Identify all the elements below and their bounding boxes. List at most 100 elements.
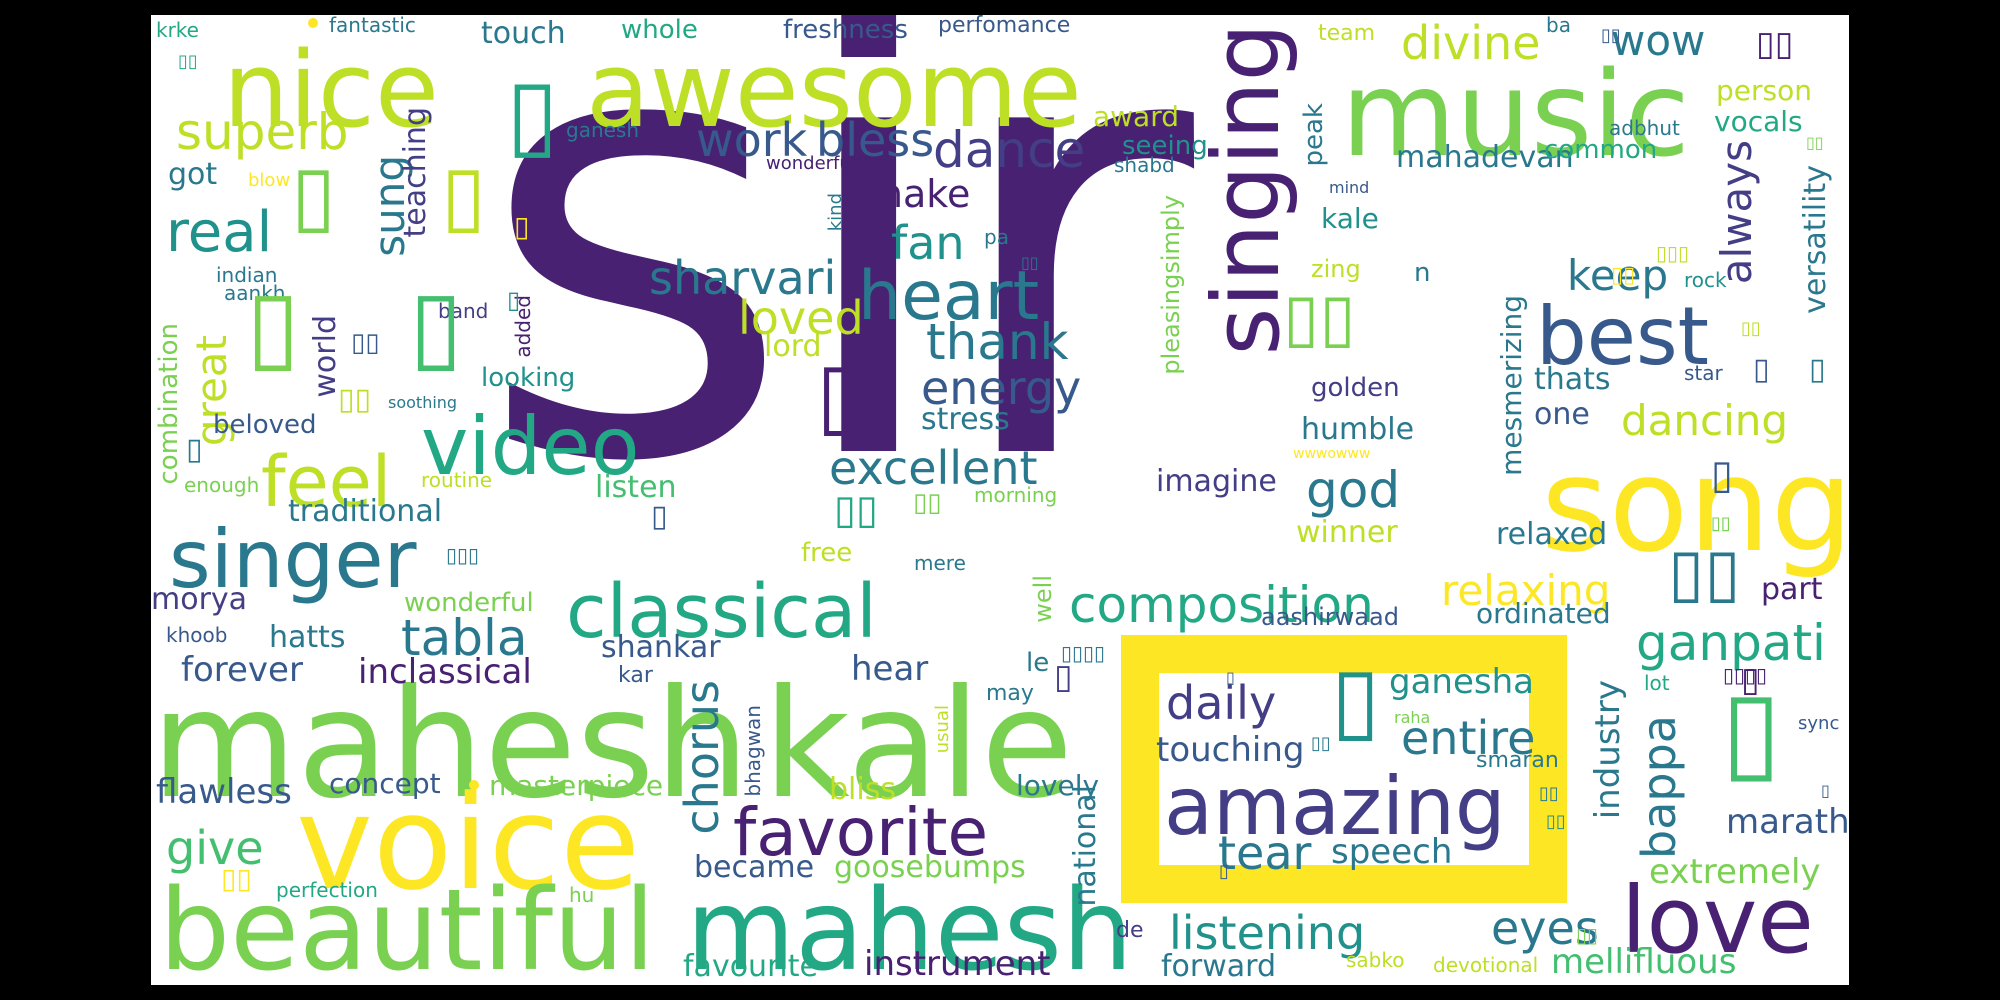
word-thats: thats — [1534, 362, 1611, 397]
word-world: world — [308, 315, 343, 398]
word-song: song — [1541, 429, 1849, 581]
word-relaxing: relaxing — [1441, 566, 1611, 615]
word-kale-small: kale — [1321, 202, 1379, 235]
word-mere: mere — [914, 551, 966, 575]
glyph-box: ▯ — [186, 432, 203, 467]
word-aashirwaad: aashirwaad — [1261, 603, 1399, 631]
glyph-box: ▯▯ — [1711, 513, 1731, 534]
word-shabd: shabd — [1114, 153, 1175, 177]
word-morning: morning — [974, 483, 1058, 507]
word-zing: zing — [1311, 255, 1361, 283]
glyph-box: ▯ — [1219, 861, 1229, 882]
word-mellifluous: mellifluous — [1551, 942, 1737, 982]
word-traditional: traditional — [288, 494, 443, 529]
word-krke: krke — [156, 18, 199, 42]
glyph-box: ▯ — [816, 342, 866, 447]
word-thank: thank — [926, 313, 1069, 371]
word-mind: mind — [1329, 178, 1370, 197]
glyph-box: ▯ — [1753, 352, 1770, 387]
word-got: got — [168, 157, 218, 192]
word-listen: listen — [595, 470, 677, 505]
word-beautiful: beautiful — [159, 866, 656, 985]
word-lot: lot — [1644, 671, 1670, 695]
word-beloved: beloved — [213, 410, 317, 440]
word-sharvari: sharvari — [649, 251, 837, 305]
word-bhagwan: bhagwan — [741, 705, 765, 797]
glyph-box: ▯ — [651, 499, 668, 534]
word-band: band — [438, 299, 489, 323]
word-free: free — [801, 538, 853, 568]
word-soothing: soothing — [388, 393, 458, 412]
word-keep: keep — [1567, 251, 1669, 300]
word-n: n — [1414, 258, 1431, 288]
word-voice: voice — [296, 767, 641, 919]
glyph-box: ▯ — [246, 269, 300, 383]
word-entire: entire — [1401, 711, 1536, 765]
glyph-box: ▯▯ — [1711, 513, 1731, 534]
word-video: video — [421, 400, 640, 493]
glyph-box: ▯▯ — [1611, 263, 1636, 288]
word-pleasingsimply: pleasingsimply — [1157, 195, 1185, 375]
word-singing: singing — [1193, 23, 1300, 356]
word-relaxed: relaxed — [1496, 517, 1608, 552]
word-ba: ba — [1546, 15, 1571, 37]
word-bappa: bappa — [1632, 715, 1686, 859]
word-forever: forever — [181, 650, 303, 690]
word-tear: tear — [1218, 826, 1312, 880]
word-kind: kind — [825, 193, 846, 232]
word-eyes: eyes — [1491, 901, 1599, 955]
glyph-box: ▯ — [291, 148, 337, 243]
word-kar: kar — [618, 663, 653, 688]
dot — [469, 780, 479, 790]
glyph-box: ▯▯ — [1311, 733, 1331, 754]
word-best: best — [1536, 290, 1710, 383]
glyph-box: ▯ — [1226, 668, 1235, 687]
word-wow: wow — [1611, 16, 1706, 65]
word-awesome: awesome — [586, 29, 1082, 151]
word-looking: looking — [481, 363, 576, 393]
word-fan: fan — [891, 216, 965, 270]
glyph-box: ▯▯ — [351, 328, 380, 358]
word-dance: dance — [933, 121, 1086, 179]
word-heart: heart — [858, 257, 1040, 336]
word-real: real — [166, 200, 273, 265]
word-favorite: favorite — [733, 794, 989, 871]
word-loved: loved — [738, 291, 864, 345]
glyph-box: ▯▯ — [1601, 25, 1621, 46]
word-divine: divine — [1401, 16, 1541, 70]
word-sync: sync — [1798, 713, 1840, 734]
word-blow: blow — [248, 170, 291, 191]
word-wonderful: wonderful — [404, 588, 534, 618]
word-one: one — [1534, 397, 1590, 432]
word-national: national — [1068, 785, 1103, 907]
word-common: common — [1544, 135, 1658, 165]
word-industry: industry — [1588, 680, 1628, 820]
glyph-box: ▯▯ — [1539, 783, 1559, 804]
glyph-box: ▯ — [1809, 352, 1826, 387]
word-star: star — [1684, 361, 1723, 385]
word-adbhut: adbhut — [1609, 116, 1680, 140]
word-freshness: freshness — [783, 15, 908, 45]
glyph-box: ▯▯▯ — [446, 543, 480, 567]
word-give: give — [166, 821, 264, 875]
word-hu: hu — [569, 883, 595, 907]
glyph-box: ▯▯ — [1668, 534, 1741, 611]
word-touching: touching — [1156, 730, 1305, 770]
word-aankh: aankh — [224, 281, 286, 305]
word-energy: energy — [921, 361, 1082, 415]
word-fantastic: fantastic — [329, 15, 416, 37]
word-seeing: seeing — [1122, 131, 1208, 161]
word-forward: forward — [1161, 949, 1277, 984]
word-raha: raha — [1394, 708, 1431, 727]
glyph-box: ▯ — [1821, 781, 1830, 800]
large-glyph-box — [1121, 635, 1567, 903]
word-amazing: amazing — [1164, 760, 1506, 853]
glyph-box: ▯ — [506, 57, 559, 169]
word-ordinated: ordinated — [1476, 597, 1611, 630]
glyph-box: ▯▯ — [913, 488, 942, 518]
word-indian: indian — [216, 263, 278, 287]
glyph-box: ▯ — [409, 269, 463, 383]
glyph-box: ▯▯ — [834, 487, 879, 533]
word-morya: morya — [151, 582, 248, 617]
word-perfomance: perfomance — [938, 15, 1071, 38]
